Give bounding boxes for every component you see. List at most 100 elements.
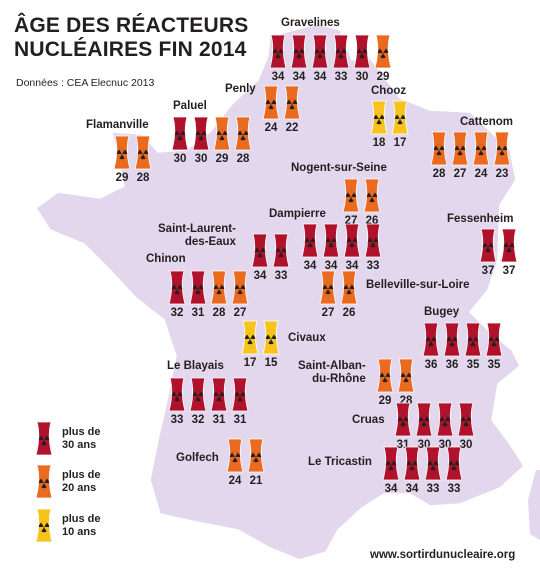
map-title: ÂGE DES RÉACTEURS NUCLÉAIRES FIN 2014 [14, 14, 248, 62]
reactor-cooling-tower: 31 [393, 402, 413, 451]
site-nogent-sur-seine: 27 26 [341, 178, 382, 227]
site-paluel: 30 30 29 28 [170, 116, 253, 165]
cooling-tower-icon [210, 270, 228, 305]
reactor-cooling-tower: 15 [261, 320, 281, 369]
reactor-cooling-tower: 30 [456, 402, 476, 451]
reactor-cooling-tower: 24 [471, 131, 491, 180]
cooling-tower-icon [251, 233, 269, 268]
site-label-cattenom: Cattenom [460, 116, 514, 128]
cooling-tower-icon [247, 438, 265, 473]
cooling-tower-icon [34, 464, 54, 499]
reactor-cooling-tower: 36 [442, 322, 462, 371]
map-title-line2: NUCLÉAIRES FIN 2014 [14, 38, 247, 61]
cooling-tower-icon [397, 358, 415, 393]
cooling-tower-icon [382, 446, 400, 481]
reactor-cooling-tower: 37 [478, 228, 498, 277]
site-label-golfech: Golfech [176, 452, 219, 464]
reactor-age: 29 [378, 395, 392, 407]
reactor-age: 34 [405, 483, 419, 495]
reactor-cooling-tower: 33 [423, 446, 443, 495]
reactor-cooling-tower: 29 [212, 116, 232, 165]
cooling-tower-icon [322, 223, 340, 258]
site-gravelines: 34 34 34 33 30 29 [268, 34, 393, 83]
cooling-tower-icon [189, 270, 207, 305]
legend-label-line1: plus de [62, 512, 101, 525]
cooling-tower-icon [262, 320, 280, 355]
reactor-age: 33 [426, 483, 440, 495]
reactor-age: 34 [313, 71, 327, 83]
cooling-tower-icon [262, 85, 280, 120]
site-saint-laurent-des-eaux: 34 33 [250, 233, 291, 282]
reactor-cooling-tower: 33 [331, 34, 351, 83]
legend-label-line1: plus de [62, 425, 101, 438]
reactor-age: 27 [453, 168, 467, 180]
map-title-line1: ÂGE DES RÉACTEURS [14, 14, 249, 37]
reactor-cooling-tower: 28 [233, 116, 253, 165]
cooling-tower-icon [343, 223, 361, 258]
reactor-age: 24 [228, 475, 242, 487]
cooling-tower-icon [430, 131, 448, 166]
site-label-line2: du-Rhône [312, 373, 366, 385]
site-label-dampierre: Dampierre [269, 208, 326, 220]
cooling-tower-icon [213, 116, 231, 151]
reactor-cooling-tower: 33 [167, 377, 187, 426]
reactor-age: 18 [372, 137, 386, 149]
reactor-age: 24 [474, 168, 488, 180]
cooling-tower-icon [472, 131, 490, 166]
reactor-age: 29 [115, 172, 129, 184]
reactor-age: 27 [233, 307, 247, 319]
legend-item-20: plus de 20 ans [34, 464, 122, 499]
cooling-tower-icon [134, 135, 152, 170]
site-label-line2: des-Eaux [184, 236, 236, 248]
site-label-flamanville: Flamanville [86, 119, 149, 131]
reactor-age: 33 [447, 483, 461, 495]
reactor-cooling-tower: 37 [499, 228, 519, 277]
reactor-age: 35 [466, 359, 480, 371]
legend-label-line2: 20 ans [62, 481, 97, 494]
site-label-saint-laurent-des-eaux: Saint-Laurent- des-Eaux [158, 223, 236, 249]
cooling-tower-icon [394, 402, 412, 437]
data-source: Données : CEA Elecnuc 2013 [16, 77, 155, 89]
site-label-gravelines: Gravelines [281, 17, 340, 29]
reactor-age: 31 [191, 307, 205, 319]
reactor-age: 36 [424, 359, 438, 371]
reactor-cooling-tower: 34 [321, 223, 341, 272]
reactor-cooling-tower: 30 [191, 116, 211, 165]
cooling-tower-icon [34, 421, 54, 456]
reactor-cooling-tower: 18 [369, 100, 389, 149]
site-label-saint-alban-du-rhone: Saint-Alban- du-Rhône [298, 360, 366, 386]
reactor-cooling-tower: 26 [362, 178, 382, 227]
cooling-tower-icon [342, 178, 360, 213]
site-belleville-sur-loire: 27 26 [318, 270, 359, 319]
site-label-nogent-sur-seine: Nogent-sur-Seine [291, 162, 387, 174]
cooling-tower-icon [436, 402, 454, 437]
reactor-cooling-tower: 34 [342, 223, 362, 272]
reactor-age: 33 [170, 414, 184, 426]
reactor-cooling-tower: 34 [250, 233, 270, 282]
cooling-tower-icon [479, 228, 497, 263]
cooling-tower-icon [210, 377, 228, 412]
cooling-tower-icon [464, 322, 482, 357]
reactor-cooling-tower: 31 [209, 377, 229, 426]
reactor-cooling-tower: 34 [289, 34, 309, 83]
cooling-tower-icon [403, 446, 421, 481]
site-golfech: 24 21 [225, 438, 266, 487]
reactor-age: 30 [194, 153, 208, 165]
cooling-tower-icon [457, 402, 475, 437]
legend-label-line1: plus de [62, 468, 101, 481]
reactor-age: 33 [334, 71, 348, 83]
reactor-cooling-tower: 28 [429, 131, 449, 180]
cooling-tower-icon [231, 377, 249, 412]
reactor-cooling-tower: 27 [230, 270, 250, 319]
cooling-tower-icon [370, 100, 388, 135]
site-label-line1: Saint-Laurent- [158, 223, 236, 235]
cooling-tower-icon [319, 270, 337, 305]
legend-item-30: plus de 30 ans [34, 421, 122, 456]
reactor-age: 28 [136, 172, 150, 184]
reactor-age: 27 [321, 307, 335, 319]
reactor-cooling-tower: 31 [230, 377, 250, 426]
reactor-age: 17 [243, 357, 257, 369]
reactor-cooling-tower: 34 [310, 34, 330, 83]
reactor-age: 28 [432, 168, 446, 180]
